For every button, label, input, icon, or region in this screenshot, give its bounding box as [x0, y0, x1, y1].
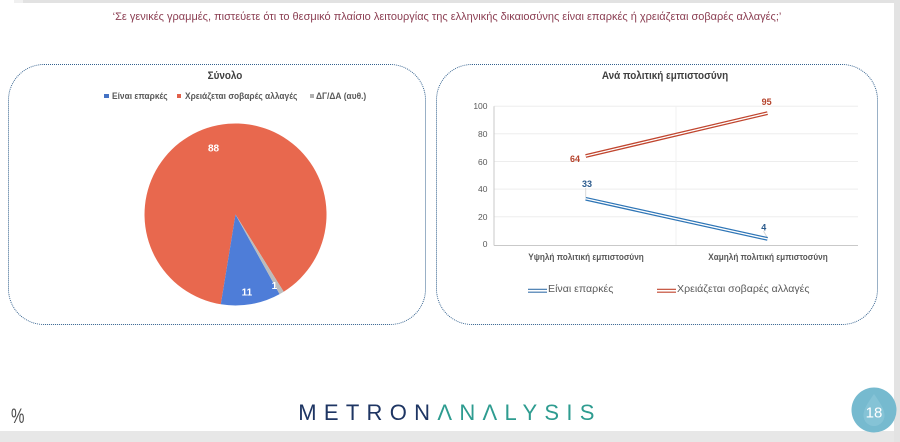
svg-text:88: 88	[208, 144, 220, 155]
svg-text:18: 18	[866, 404, 883, 421]
svg-text:1: 1	[272, 281, 278, 292]
svg-text:95: 95	[762, 97, 772, 107]
svg-text:64: 64	[570, 154, 580, 164]
svg-text:33: 33	[582, 179, 592, 189]
svg-text:4: 4	[761, 223, 766, 233]
svg-text:11: 11	[242, 288, 253, 299]
